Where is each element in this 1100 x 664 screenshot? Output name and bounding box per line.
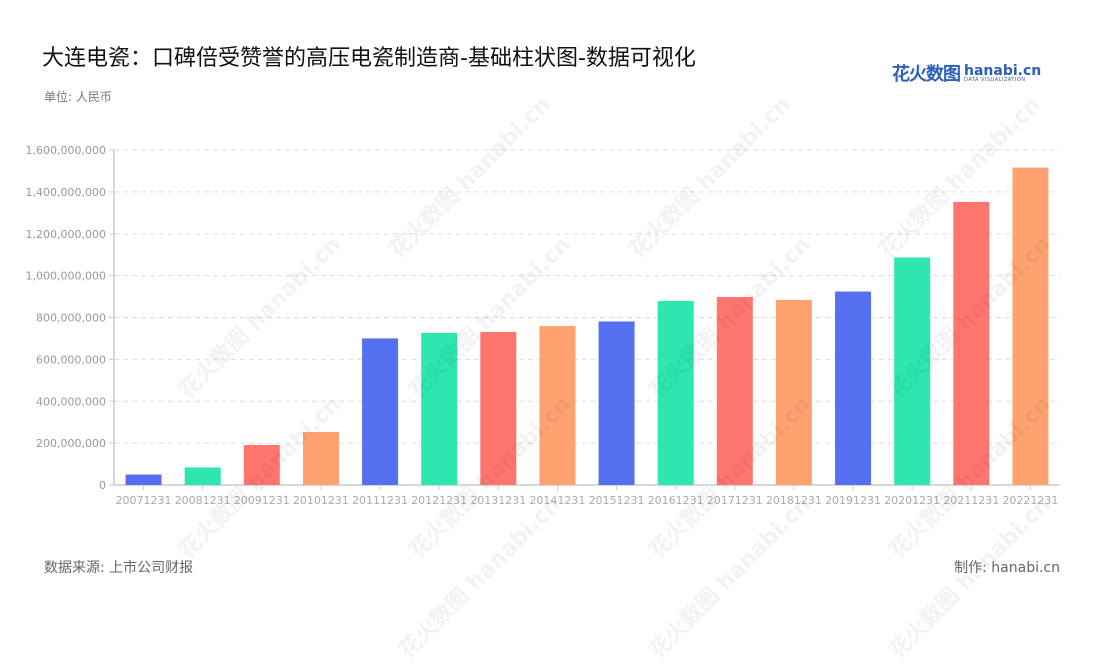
bar[interactable] [243,445,280,485]
y-tick-label: 1,200,000,000 [26,228,106,241]
x-tick-label: 20101231 [293,494,349,507]
bar[interactable] [953,201,990,486]
bar[interactable] [184,467,221,485]
brand-logo: 花火数图 hanabi.cn DATA VISUALIZATION [892,60,1041,86]
bar[interactable] [302,432,339,485]
x-tick-label: 20191231 [825,494,881,507]
bar-chart: 0 200,000,000 400,000,000 600,000,000 800,00… [26,144,1060,507]
y-tick-label: 1,600,000,000 [26,144,106,157]
bar[interactable] [775,299,812,485]
y-tick-label: 600,000,000 [36,353,106,366]
x-tick-label: 20151231 [589,494,645,507]
y-tick-label: 400,000,000 [36,395,106,408]
data-source: 数据来源: 上市公司财报 [44,560,194,576]
x-tick-label: 20071231 [116,494,172,507]
logo-en-block: hanabi.cn DATA VISUALIZATION [964,64,1041,83]
bar[interactable] [835,291,872,485]
x-tick-label: 20131231 [470,494,526,507]
bar[interactable] [480,331,517,485]
x-tick-label: 20111231 [352,494,408,507]
x-tick-label: 20171231 [707,494,763,507]
x-tick-label: 20141231 [529,494,585,507]
unit-label: 单位: 人民币 [44,90,112,104]
credit: 制作: hanabi.cn [954,560,1060,576]
y-tick-label: 1,400,000,000 [26,186,106,199]
bar[interactable] [539,326,576,485]
bar[interactable] [125,474,162,485]
bar[interactable] [421,332,458,485]
y-tick-label: 200,000,000 [36,437,106,450]
logo-en-text: hanabi.cn [964,62,1042,79]
bar[interactable] [716,296,753,485]
y-tick-label: 1,000,000,000 [26,270,106,283]
x-tick-label: 20211231 [943,494,999,507]
x-tick-label: 20161231 [648,494,704,507]
bar[interactable] [598,321,635,485]
logo-sub-text: DATA VISUALIZATION [964,76,1026,83]
bar[interactable] [894,257,931,485]
chart-title: 大连电瓷：口碑倍受赞誉的高压电瓷制造商-基础柱状图-数据可视化 [42,46,696,71]
y-tick-label: 800,000,000 [36,312,106,325]
x-tick-label: 20201231 [884,494,940,507]
logo-cn-text: 花火数图 [892,64,961,85]
x-tick-label: 20081231 [175,494,231,507]
x-tick-label: 20121231 [411,494,467,507]
x-tick-label: 20221231 [1002,494,1058,507]
bar[interactable] [1012,167,1049,485]
bar[interactable] [362,338,399,485]
x-tick-label: 20181231 [766,494,822,507]
x-tick-label: 20091231 [234,494,290,507]
bar[interactable] [657,300,694,485]
y-tick-label: 0 [99,479,106,492]
